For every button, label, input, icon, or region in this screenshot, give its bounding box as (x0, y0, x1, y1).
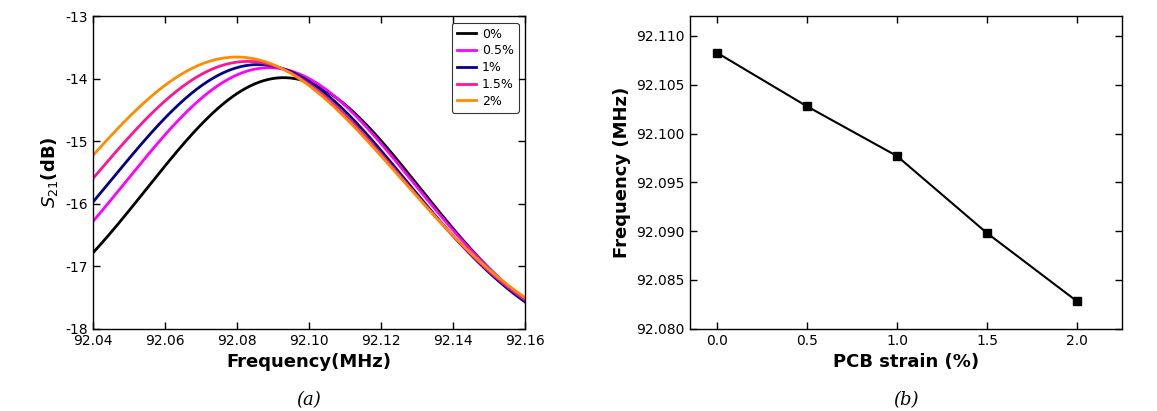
Y-axis label: Frequency (MHz): Frequency (MHz) (613, 87, 631, 258)
2% (230, 55, 244, 60)
Line: 1.5%: 1.5% (93, 61, 525, 300)
1.5% (86, 176, 100, 181)
1.5% (423, 208, 437, 213)
2% (518, 295, 532, 300)
X-axis label: PCB strain (%): PCB strain (%) (833, 353, 979, 371)
1.5% (261, 62, 275, 67)
0% (383, 149, 397, 154)
2% (86, 153, 100, 158)
Text: (a): (a) (296, 391, 322, 409)
1.5% (383, 162, 397, 167)
1% (518, 300, 532, 305)
1% (86, 200, 100, 205)
2% (432, 217, 445, 222)
0.5% (432, 210, 445, 215)
0% (86, 251, 100, 256)
1% (130, 147, 143, 152)
1.5% (432, 217, 445, 222)
Y-axis label: $S_{21}$(dB): $S_{21}$(dB) (38, 137, 59, 208)
1% (423, 208, 437, 212)
0% (432, 208, 445, 213)
0% (277, 75, 290, 80)
X-axis label: Frequency(MHz): Frequency(MHz) (227, 353, 391, 371)
2% (423, 209, 437, 214)
1% (277, 66, 290, 71)
1% (251, 62, 265, 67)
1.5% (130, 126, 143, 131)
0.5% (518, 297, 532, 302)
Line: 0.5%: 0.5% (93, 68, 525, 300)
0.5% (423, 201, 437, 206)
0% (260, 77, 274, 82)
1.5% (518, 298, 532, 302)
0.5% (277, 67, 290, 72)
Line: 0%: 0% (93, 78, 525, 300)
2% (277, 67, 290, 72)
0% (277, 75, 290, 80)
0.5% (130, 166, 143, 171)
2% (261, 60, 275, 65)
Text: (b): (b) (893, 391, 919, 409)
1% (383, 159, 397, 164)
1.5% (277, 67, 290, 72)
0.5% (86, 219, 100, 224)
Line: 2%: 2% (93, 57, 525, 298)
0% (518, 298, 532, 303)
1.5% (241, 59, 255, 64)
0.5% (263, 65, 277, 70)
1% (432, 217, 445, 222)
1% (261, 63, 275, 68)
0% (423, 199, 437, 203)
Legend: 0%, 0.5%, 1%, 1.5%, 2%: 0%, 0.5%, 1%, 1.5%, 2% (452, 23, 519, 113)
0.5% (383, 152, 397, 157)
0.5% (260, 65, 274, 70)
0% (130, 199, 143, 203)
2% (383, 164, 397, 169)
Line: 1%: 1% (93, 65, 525, 302)
2% (130, 107, 143, 112)
